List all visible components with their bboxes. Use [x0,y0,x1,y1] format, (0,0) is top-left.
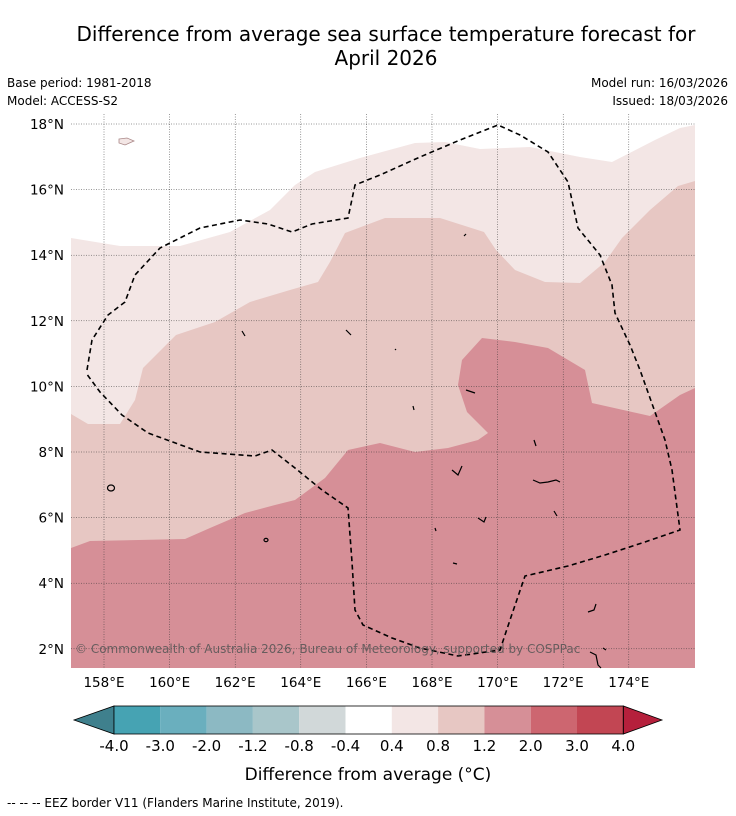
lat-tick-label: 8°N [39,445,64,461]
island [345,329,352,336]
island [589,651,602,669]
copyright-text: © Commonwealth of Australia 2026, Bureau… [75,642,580,656]
model-name: Model: ACCESS-S2 [7,94,119,108]
island [463,233,467,237]
colorbar [72,705,664,735]
island [553,510,558,517]
base-period: Base period: 1981-2018 [7,76,152,90]
title-line-1: Difference from average sea surface temp… [76,22,696,46]
model-run: Model run: 16/03/2026 [590,76,728,90]
lon-tick-labels: 158°E 160°E 162°E 164°E 166°E 168°E 170°E 172°E… [83,675,649,691]
island [532,479,561,484]
lat-tick-label: 4°N [39,576,64,592]
lon-tick-label: 172°E [543,675,584,691]
colorbar-swatch [160,706,207,734]
island [434,527,437,532]
meta-left: Base period: 1981-2018 Model: ACCESS-S2 [7,74,152,110]
colorbar-label: Difference from average (°C) [245,765,492,785]
lat-tick-labels: 18°N 16°N 14°N 12°N 10°N 8°N 6°N 4°N 2°N [30,117,64,658]
lat-tick-label: 6°N [39,511,64,527]
colorbar-swatch [345,706,392,734]
colorbar-tick-label: -0.8 [285,737,314,755]
colorbar-swatch [114,706,161,734]
colorbar-tick-label: -1.2 [238,737,267,755]
colorbar-swatch [577,706,624,734]
lat-tick-label: 16°N [30,183,64,199]
island [106,484,116,492]
map-title: Difference from average sea surface temp… [0,22,736,70]
lat-tick-label: 10°N [30,379,64,395]
colorbar-tick-label: 3.0 [565,737,589,755]
eez-border [85,124,681,657]
colorbar-tick-label: -4.0 [99,737,128,755]
lon-tick-label: 160°E [149,675,190,691]
island [394,348,397,351]
colorbar-swatch [252,706,300,734]
island [452,562,458,565]
island [587,603,597,613]
island [451,465,463,476]
colorbar-tick-label: 0.8 [426,737,450,755]
island [263,537,269,543]
island [533,439,537,447]
colorbar-tick-label: -3.0 [146,737,175,755]
lon-tick-label: 158°E [83,675,124,691]
islands [106,137,607,669]
colorbar-swatch [484,706,531,734]
gridlines [71,114,695,668]
eez-footnote: -- -- -- EEZ border V11 (Flanders Marine… [7,796,344,810]
island [412,405,415,411]
lat-tick-label: 12°N [30,314,64,330]
island [118,137,135,146]
lon-tick-label: 170°E [477,675,518,691]
lat-tick-label: 14°N [30,248,64,264]
lat-tick-label: 2°N [39,642,64,658]
colorbar-swatch [206,706,253,734]
map-panel: © Commonwealth of Australia 2026, Bureau… [30,114,695,691]
colorbar-tick-labels: -4.0 -3.0 -2.0 -1.2 -0.8 -0.4 0.4 0.8 1.2 2.0 3.0 4… [99,737,635,755]
colorbar-frame [113,705,624,735]
colorbar-tick-label: 1.2 [472,737,496,755]
lat-tick-label: 18°N [30,117,64,133]
island [602,647,607,651]
island [241,330,246,337]
colorbar-tick-label: 2.0 [519,737,543,755]
colorbar-swatch [391,706,439,734]
island [465,389,476,394]
colorbar-tick-label: -2.0 [192,737,221,755]
colorbar-tick-label: 4.0 [611,737,635,755]
lon-tick-label: 162°E [215,675,256,691]
title-line-2: April 2026 [334,46,438,70]
lon-tick-label: 168°E [411,675,452,691]
colorbar-swatch [438,706,485,734]
lon-tick-label: 166°E [346,675,387,691]
colorbar-low-arrow [72,705,115,735]
colorbar-tick-label: -0.4 [331,737,360,755]
colorbar-swatch [530,706,577,734]
issued-date: Issued: 18/03/2026 [612,94,728,108]
lon-tick-label: 174°E [608,675,649,691]
colorbar-high-arrow [622,705,664,735]
colorbar-swatch [299,706,346,734]
colorbar-tick-label: 0.4 [380,737,404,755]
meta-right: Model run: 16/03/2026 Issued: 18/03/2026 [591,74,728,110]
lon-tick-label: 164°E [280,675,321,691]
island [477,516,487,523]
fill-1.2-2.0 [71,338,695,668]
